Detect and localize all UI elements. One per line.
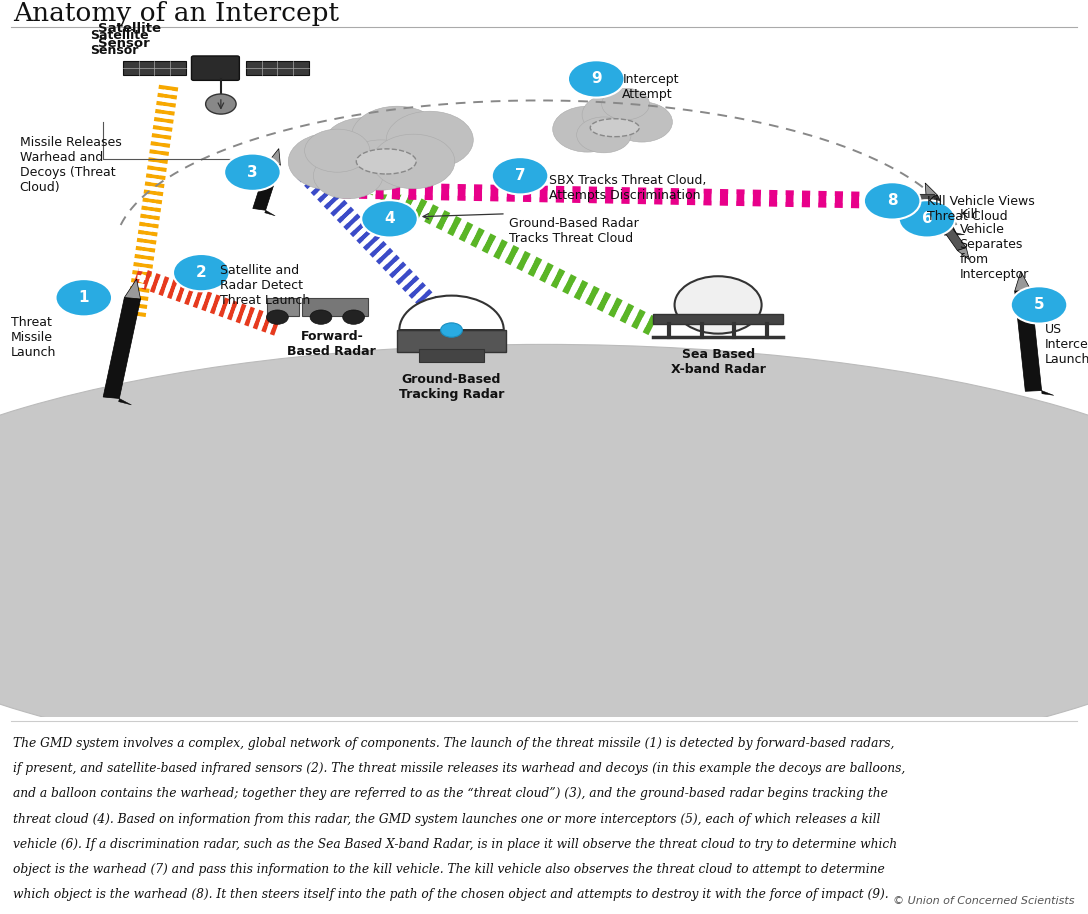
- Circle shape: [441, 323, 462, 337]
- Text: Satellite and
Radar Detect
Threat Launch: Satellite and Radar Detect Threat Launch: [220, 264, 310, 307]
- Ellipse shape: [357, 149, 416, 174]
- Text: US
Intercept
Launch: US Intercept Launch: [1044, 323, 1088, 366]
- Text: 8: 8: [887, 194, 898, 208]
- Polygon shape: [103, 297, 140, 399]
- Bar: [123, 61, 186, 75]
- Text: © Union of Concerned Scientists: © Union of Concerned Scientists: [893, 896, 1075, 906]
- Polygon shape: [124, 279, 140, 299]
- Text: Sea Based
X-band Radar: Sea Based X-band Radar: [670, 348, 766, 376]
- Text: which object is the warhead (8). It then steers itself into the path of the chos: which object is the warhead (8). It then…: [13, 888, 889, 901]
- Circle shape: [611, 101, 672, 142]
- Text: 7: 7: [515, 168, 526, 184]
- Circle shape: [1011, 286, 1067, 324]
- Text: Kill Vehicle Views
Threat Cloud: Kill Vehicle Views Threat Cloud: [927, 196, 1035, 223]
- Circle shape: [577, 117, 631, 153]
- Text: SBX Tracks Threat Cloud,
Attempts Discrimination: SBX Tracks Threat Cloud, Attempts Discri…: [549, 174, 707, 202]
- Ellipse shape: [0, 345, 1088, 775]
- Polygon shape: [925, 183, 938, 197]
- Circle shape: [343, 310, 364, 324]
- Polygon shape: [264, 210, 275, 216]
- Circle shape: [372, 134, 455, 188]
- Text: Kill
Vehicle
Separates
from
Interceptor: Kill Vehicle Separates from Interceptor: [960, 208, 1029, 282]
- Circle shape: [206, 94, 236, 114]
- Text: Ground-Based
Tracking Radar: Ground-Based Tracking Radar: [399, 373, 504, 401]
- Circle shape: [55, 279, 112, 316]
- Text: Ground-Based Radar
Tracks Threat Cloud: Ground-Based Radar Tracks Threat Cloud: [509, 218, 639, 245]
- Text: 3: 3: [247, 165, 258, 180]
- Text: 9: 9: [591, 71, 602, 87]
- Polygon shape: [1015, 291, 1041, 391]
- Bar: [397, 330, 506, 352]
- Polygon shape: [934, 224, 940, 226]
- Circle shape: [310, 310, 332, 324]
- Text: 5: 5: [1034, 297, 1044, 313]
- Circle shape: [267, 310, 288, 324]
- Wedge shape: [399, 295, 504, 330]
- Text: Threat
Missile
Launch: Threat Missile Launch: [11, 315, 57, 358]
- Circle shape: [492, 157, 548, 195]
- Polygon shape: [119, 399, 132, 405]
- Bar: [653, 314, 783, 324]
- Text: vehicle (6). If a discrimination radar, such as the Sea Based X-band Radar, is i: vehicle (6). If a discrimination radar, …: [13, 838, 898, 851]
- Ellipse shape: [590, 119, 639, 137]
- Circle shape: [553, 106, 622, 152]
- Polygon shape: [957, 248, 969, 260]
- Text: The GMD system involves a complex, global network of components. The launch of t: The GMD system involves a complex, globa…: [13, 737, 894, 750]
- Polygon shape: [1041, 390, 1054, 396]
- Polygon shape: [956, 233, 965, 235]
- Text: threat cloud (4). Based on information from this radar, the GMD system launches : threat cloud (4). Based on information f…: [13, 813, 880, 825]
- Circle shape: [899, 200, 955, 238]
- Text: Satellite
Sensor: Satellite Sensor: [98, 22, 161, 50]
- Circle shape: [568, 60, 625, 98]
- FancyBboxPatch shape: [903, 195, 934, 206]
- Circle shape: [675, 276, 762, 334]
- Text: Missile Releases
Warhead and
Decoys (Threat
Cloud): Missile Releases Warhead and Decoys (Thr…: [20, 136, 122, 195]
- Bar: [419, 349, 484, 362]
- FancyBboxPatch shape: [302, 298, 368, 315]
- Circle shape: [323, 118, 406, 172]
- Text: 2: 2: [196, 265, 207, 281]
- Circle shape: [602, 89, 650, 120]
- Circle shape: [361, 200, 418, 238]
- Text: object is the warhead (7) and pass this information to the kill vehicle. The kil: object is the warhead (7) and pass this …: [13, 863, 885, 876]
- Polygon shape: [252, 163, 281, 210]
- Circle shape: [864, 182, 920, 219]
- Text: Intercept
Attempt: Intercept Attempt: [622, 73, 679, 101]
- Circle shape: [173, 254, 230, 292]
- Polygon shape: [940, 223, 966, 250]
- Polygon shape: [1015, 271, 1031, 291]
- Circle shape: [351, 106, 443, 166]
- FancyBboxPatch shape: [267, 298, 299, 315]
- Circle shape: [305, 129, 370, 172]
- Text: and a balloon contains the warhead; together they are referred to as the “threat: and a balloon contains the warhead; toge…: [13, 788, 888, 801]
- Polygon shape: [268, 149, 281, 165]
- Text: Satellite
Sensor: Satellite Sensor: [90, 29, 149, 58]
- Polygon shape: [926, 196, 956, 235]
- Text: if present, and satellite-based infrared sensors (2). The threat missile release: if present, and satellite-based infrared…: [13, 762, 905, 775]
- Text: 4: 4: [384, 211, 395, 227]
- Circle shape: [343, 140, 419, 190]
- Circle shape: [386, 112, 473, 168]
- FancyBboxPatch shape: [191, 56, 239, 80]
- Circle shape: [224, 154, 281, 191]
- Text: Anatomy of an Intercept: Anatomy of an Intercept: [13, 2, 339, 27]
- Circle shape: [313, 153, 383, 198]
- Circle shape: [582, 93, 647, 136]
- Text: 1: 1: [78, 291, 89, 305]
- Bar: [246, 61, 309, 75]
- Circle shape: [288, 133, 375, 190]
- Text: Forward-
Based Radar: Forward- Based Radar: [287, 330, 376, 358]
- Text: 6: 6: [922, 211, 932, 227]
